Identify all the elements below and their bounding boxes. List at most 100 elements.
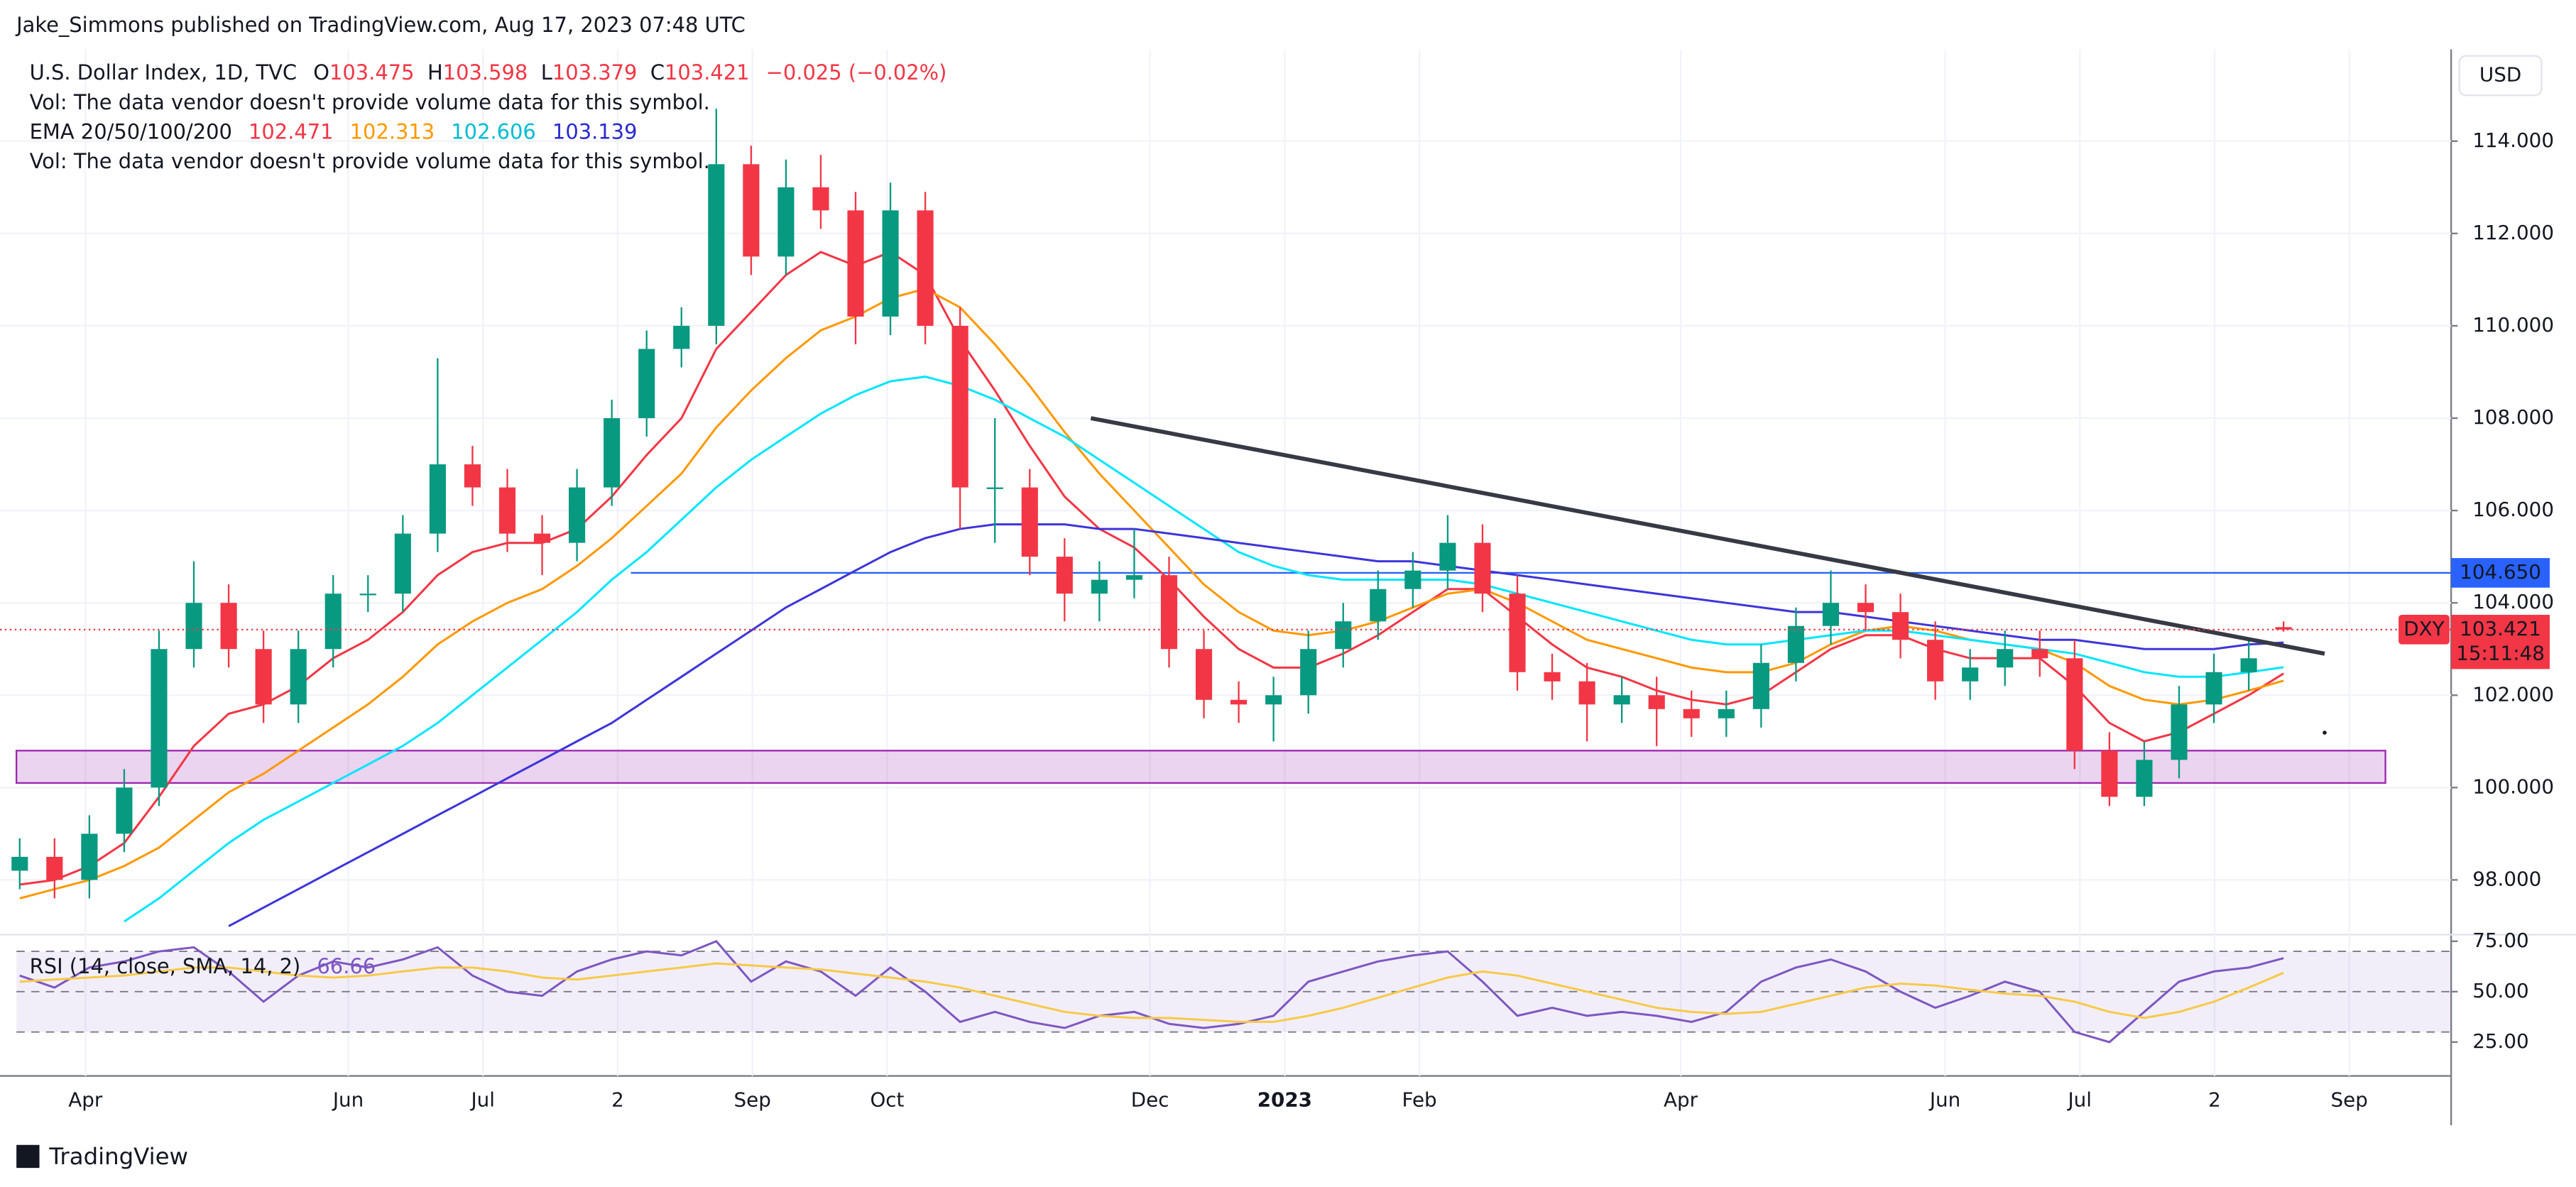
candle-body (882, 210, 899, 317)
candle-body (1822, 603, 1840, 626)
change: −0.025 (−0.02%) (766, 60, 947, 84)
candle-body (1962, 667, 1979, 682)
y-tick-label: 102.000 (2472, 682, 2554, 706)
candle-body (498, 487, 516, 534)
candle-body (429, 464, 446, 534)
candle-body (185, 603, 202, 650)
candle-body (777, 187, 795, 257)
zone (15, 750, 2386, 784)
candle-body (2240, 658, 2257, 672)
trendline (1090, 416, 2325, 656)
candle-body (604, 418, 621, 488)
candle-body (847, 210, 864, 317)
x-tick-label: Apr (1664, 1088, 1698, 1111)
candle-body (1091, 579, 1108, 594)
y-tick-label: 108.000 (2472, 405, 2554, 429)
logo-icon (16, 1144, 40, 1169)
ema-value: 103.139 (552, 119, 638, 143)
candle-body (1195, 649, 1213, 700)
candle-body (1578, 681, 1595, 705)
candle-body (290, 649, 307, 705)
candle-body (1752, 662, 1769, 709)
candle-body (1997, 649, 2014, 668)
candle-body (359, 594, 376, 596)
y-tick-label: 50.00 (2472, 979, 2528, 1002)
rsi-header: RSI (14, close, SMA, 14, 2) 66.66 (30, 954, 376, 978)
candle-body (1021, 487, 1038, 557)
candle-body (1056, 557, 1073, 594)
x-tick-label: 2 (2208, 1088, 2221, 1111)
candle-body (1300, 649, 1317, 696)
candle-body (151, 649, 168, 788)
candle-body (2275, 627, 2292, 630)
ema-header: EMA 20/50/100/200 102.471 102.313 102.60… (30, 119, 638, 143)
x-tick-label: Jul (470, 1088, 495, 1111)
plot-layer: 98.000 100.000 102.000 104.000 106.000 108.00… (0, 49, 2576, 1125)
hline-label-box (2451, 558, 2550, 588)
symbol-box (2398, 615, 2450, 645)
symbol-header: U.S. Dollar Index, 1D, TVC O103.475 H103… (30, 60, 947, 84)
rsi-value: 66.66 (317, 954, 376, 978)
candle-body (2031, 649, 2048, 659)
candle-body (673, 325, 690, 349)
candle-body (2205, 672, 2222, 705)
currency-label[interactable]: USD (2479, 62, 2521, 86)
ohlc-value: 103.475 (329, 60, 415, 84)
x-tick-label: Dec (1131, 1088, 1169, 1111)
y-tick-label: 25.00 (2472, 1029, 2528, 1053)
ohlc-value: 103.379 (552, 60, 638, 84)
y-tick-label: 104.000 (2472, 590, 2554, 613)
dot (2323, 731, 2327, 735)
candle-body (116, 787, 133, 834)
candle-body (1613, 695, 1630, 705)
candle-body (1509, 594, 1526, 672)
footer-brand: TradingView (48, 1143, 188, 1170)
candle-body (1544, 672, 1561, 682)
candle-body (1857, 603, 1874, 613)
currency-button[interactable] (2458, 55, 2543, 97)
x-tick-label: Feb (1402, 1088, 1437, 1111)
hline-label: 104.650 (2460, 560, 2541, 584)
candle-body (1718, 709, 1735, 718)
y-tick-label: 100.000 (2472, 775, 2554, 798)
ema-line (124, 376, 2284, 923)
ema-value: 102.606 (451, 119, 536, 143)
ohlc-value: 103.421 (665, 60, 750, 84)
candle-body (1927, 640, 1944, 682)
x-tick-label: 2 (611, 1088, 624, 1111)
candle-body (1265, 695, 1282, 705)
candle-body (324, 594, 342, 650)
candle-body (2066, 658, 2083, 751)
price-label-box (2451, 615, 2550, 669)
rsi-line (19, 962, 2284, 1023)
candle-body (394, 533, 411, 594)
ema-value: 102.313 (350, 119, 435, 143)
candle-body (1404, 570, 1421, 589)
y-tick-label: 112.000 (2472, 221, 2554, 244)
candle-body (1230, 699, 1248, 705)
x-tick-label: Jul (2066, 1088, 2091, 1111)
symbol-title: U.S. Dollar Index, 1D, TVC (30, 60, 297, 84)
x-tick-label: 2023 (1257, 1088, 1312, 1111)
candle-body (1370, 589, 1387, 622)
candle-body (1474, 542, 1491, 594)
candle-body (569, 487, 586, 543)
ohlc-value: 103.598 (443, 60, 528, 84)
x-tick-label: Sep (2331, 1088, 2368, 1111)
x-tick-label: Jun (332, 1088, 364, 1111)
ohlc-letter: H (427, 60, 443, 84)
y-tick-label: 75.00 (2472, 929, 2528, 952)
candle-body (1439, 542, 1456, 571)
countdown: 15:11:48 (2456, 642, 2545, 665)
candle-body (708, 164, 725, 326)
price-label: 103.421 (2460, 617, 2541, 640)
x-tick-label: Apr (68, 1088, 103, 1111)
candle-body (1335, 621, 1352, 650)
ohlc-letter: O (313, 60, 329, 84)
candle-body (1787, 625, 1804, 663)
rsi-title: RSI (14, close, SMA, 14, 2) (30, 954, 301, 978)
candle-body (743, 164, 760, 257)
symbol-label: DXY (2403, 617, 2444, 640)
ema-line (228, 523, 2284, 927)
